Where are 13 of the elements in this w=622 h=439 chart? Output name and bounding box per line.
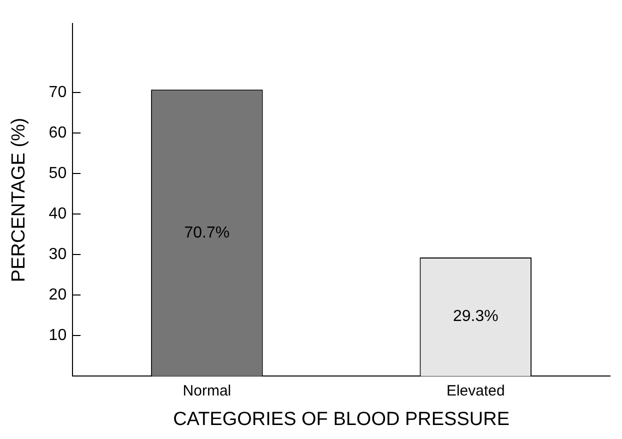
y-tick-label: 10 [48, 327, 67, 344]
y-tick-label: 60 [48, 124, 67, 142]
y-axis-title: PERCENTAGE (%) [8, 118, 30, 282]
y-tick-label: 70 [48, 84, 67, 101]
x-tick-label: Normal [182, 382, 232, 400]
data-label: 70.7% [184, 224, 230, 242]
x-tick-label: Elevated [446, 382, 505, 400]
y-tick-label: 30 [48, 246, 67, 264]
y-tick-label: 20 [48, 286, 67, 304]
data-label: 29.3% [452, 308, 498, 326]
y-tick-label: 50 [48, 164, 67, 182]
x-axis-title: CATEGORIES OF BLOOD PRESSURE [173, 408, 510, 430]
y-tick-label: 40 [48, 205, 67, 222]
